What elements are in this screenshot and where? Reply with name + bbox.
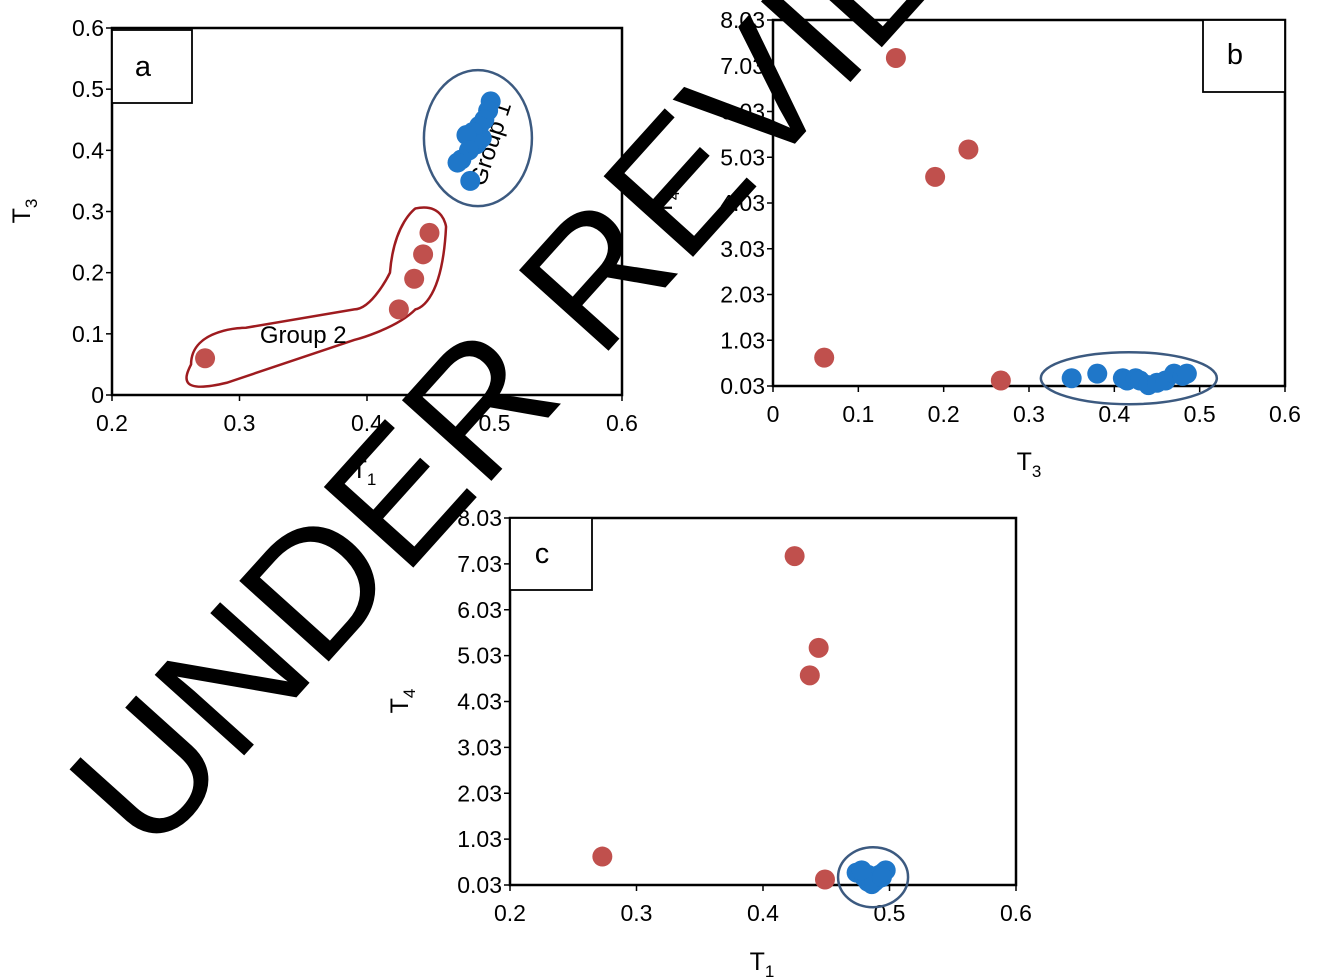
- x-tick-label: 0.2: [494, 900, 526, 926]
- data-point-group-2: [404, 268, 425, 289]
- data-point-group-2: [419, 222, 440, 243]
- y-tick-label: 3.03: [457, 734, 502, 760]
- panel-label-box: [1202, 19, 1286, 93]
- data-point-group-2: [808, 637, 829, 658]
- panel-label-box: [111, 29, 193, 104]
- x-tick-label: 0.6: [606, 410, 638, 436]
- data-point-group-2: [814, 347, 835, 368]
- panel-label: c: [535, 538, 550, 570]
- panel-label: b: [1227, 39, 1243, 71]
- y-tick-label: 0.1: [72, 321, 104, 347]
- x-axis-label-subscript: 3: [1032, 462, 1041, 481]
- y-tick-label: 0.03: [720, 373, 765, 399]
- y-tick-label: 0.4: [72, 137, 104, 163]
- y-tick-label: 4.03: [720, 190, 765, 216]
- y-tick-label: 8.03: [720, 7, 765, 33]
- x-axis-label-subscript: 1: [367, 470, 376, 489]
- y-axis-label: T4: [650, 191, 683, 216]
- y-tick-label: 2.03: [720, 282, 765, 308]
- x-tick-label: 0.6: [1000, 900, 1032, 926]
- data-point-group-2: [413, 244, 434, 265]
- data-point-group-1: [1061, 368, 1082, 389]
- data-point-group-1: [851, 860, 872, 881]
- data-point-group-1: [447, 152, 468, 173]
- x-tick-label: 0.3: [224, 410, 256, 436]
- data-point-group-2: [592, 846, 613, 867]
- y-tick-label: 7.03: [720, 53, 765, 79]
- x-tick-label: 0.4: [747, 900, 779, 926]
- x-tick-label: 0.3: [621, 900, 653, 926]
- watermark-text: UNDER REVIEW: [33, 0, 1089, 885]
- y-tick-label: 0.3: [72, 199, 104, 225]
- y-axis-label-subscript: 3: [22, 199, 41, 208]
- chart-panel-c: 0.2 0.3 0.4 0.5 0.60.031.032.033.034.035.036…: [386, 505, 1032, 977]
- chart-panel-a: 0.2 0.3 0.4 0.5 0.600.10.20.30.40.50.6aT1T3G…: [8, 15, 638, 489]
- y-tick-label: 2.03: [457, 780, 502, 806]
- x-axis-label-main: T: [750, 948, 765, 976]
- data-point-group-1: [1176, 363, 1197, 384]
- y-tick-label: 6.03: [720, 99, 765, 125]
- group-2-label: Group 2: [260, 322, 347, 349]
- y-axis-label-subscript: 4: [400, 689, 419, 698]
- x-tick-label: 0.2: [96, 410, 128, 436]
- data-point-group-2: [925, 166, 946, 187]
- x-tick-label: 0.5: [1184, 401, 1216, 427]
- data-point-group-1: [1087, 363, 1108, 384]
- y-tick-label: 0: [91, 382, 104, 408]
- y-tick-label: 8.03: [457, 505, 502, 531]
- y-tick-label: 1.03: [457, 826, 502, 852]
- data-point-group-2: [814, 869, 835, 890]
- x-tick-label: 0.3: [1013, 401, 1045, 427]
- x-axis-label: T1: [750, 948, 775, 977]
- group-1-outline: [836, 845, 910, 909]
- y-tick-label: 0.2: [72, 260, 104, 286]
- x-tick-label: 0: [767, 401, 780, 427]
- y-tick-label: 6.03: [457, 597, 502, 623]
- data-point-group-2: [799, 665, 820, 686]
- data-point-group-1: [456, 125, 477, 146]
- data-point-group-2: [388, 299, 409, 320]
- group-1-outline: [422, 68, 534, 208]
- y-axis-label-main: T: [650, 200, 678, 215]
- x-tick-label: 0.1: [842, 401, 874, 427]
- y-axis-label: T3: [8, 199, 41, 224]
- y-tick-label: 0.6: [72, 15, 104, 41]
- x-axis-label: T1: [352, 456, 377, 489]
- y-tick-label: 7.03: [457, 551, 502, 577]
- panel-label-box: [509, 517, 593, 591]
- x-axis-label-main: T: [352, 456, 367, 484]
- x-axis-label-main: T: [1017, 448, 1032, 476]
- y-axis-label-main: T: [8, 208, 36, 223]
- data-point-group-1: [460, 170, 481, 191]
- x-axis-label: T3: [1017, 448, 1042, 481]
- y-axis-label: T4: [386, 689, 419, 714]
- y-axis-label-main: T: [386, 698, 414, 713]
- group-1-outline: [1039, 350, 1219, 406]
- y-tick-label: 0.5: [72, 76, 104, 102]
- data-point-group-2: [195, 348, 216, 369]
- y-tick-label: 4.03: [457, 689, 502, 715]
- y-tick-label: 5.03: [720, 144, 765, 170]
- data-point-group-1: [871, 867, 892, 888]
- chart-panel-b: 0 0.1 0.2 0.3 0.4 0.5 0.60.031.032.033.034.035…: [650, 7, 1301, 481]
- data-point-group-2: [885, 47, 906, 68]
- x-tick-label: 0.5: [479, 410, 511, 436]
- x-tick-label: 0.6: [1269, 401, 1301, 427]
- y-tick-label: 5.03: [457, 643, 502, 669]
- y-tick-label: 1.03: [720, 327, 765, 353]
- panel-label: a: [135, 51, 152, 83]
- data-point-group-2: [784, 546, 805, 567]
- x-axis-label-subscript: 1: [765, 962, 774, 977]
- data-point-group-2: [958, 139, 979, 160]
- x-tick-label: 0.4: [351, 410, 383, 436]
- group-2-outline: [185, 206, 448, 388]
- y-tick-label: 3.03: [720, 236, 765, 262]
- x-tick-label: 0.2: [928, 401, 960, 427]
- data-point-group-2: [990, 370, 1011, 391]
- y-tick-label: 0.03: [457, 872, 502, 898]
- y-axis-label-subscript: 4: [664, 191, 683, 200]
- watermark: UNDER REVIEW: [33, 0, 1089, 885]
